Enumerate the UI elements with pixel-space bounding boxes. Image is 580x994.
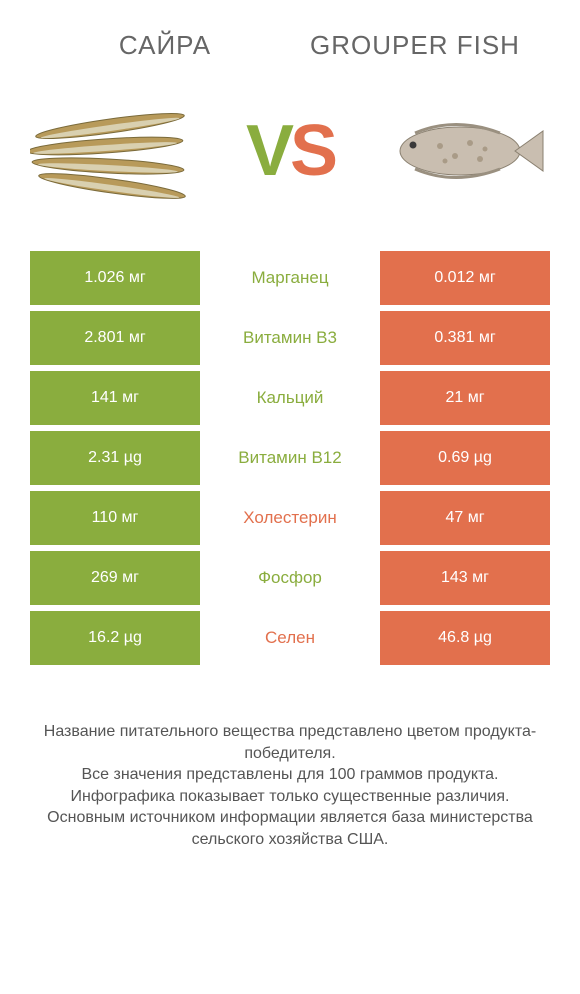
nutrient-label: Марганец bbox=[200, 251, 380, 305]
nutrient-label: Кальций bbox=[200, 371, 380, 425]
grouper-icon bbox=[380, 91, 550, 211]
images-row: VS bbox=[0, 71, 580, 251]
nutrient-label: Витамин В12 bbox=[200, 431, 380, 485]
nutrient-label: Селен bbox=[200, 611, 380, 665]
left-value: 269 мг bbox=[30, 551, 200, 605]
right-value: 46.8 µg bbox=[380, 611, 550, 665]
nutrient-label: Холестерин bbox=[200, 491, 380, 545]
left-product-title: Сайра bbox=[40, 30, 290, 61]
footer-line: Основным источником информации является … bbox=[30, 807, 550, 850]
left-value: 16.2 µg bbox=[30, 611, 200, 665]
nutrient-label: Витамин В3 bbox=[200, 311, 380, 365]
table-row: 16.2 µgСелен46.8 µg bbox=[30, 611, 550, 665]
left-value: 110 мг bbox=[30, 491, 200, 545]
table-row: 2.801 мгВитамин В30.381 мг bbox=[30, 311, 550, 365]
table-row: 141 мгКальций21 мг bbox=[30, 371, 550, 425]
right-value: 0.381 мг bbox=[380, 311, 550, 365]
vs-s: S bbox=[290, 111, 334, 191]
right-value: 0.012 мг bbox=[380, 251, 550, 305]
right-value: 0.69 µg bbox=[380, 431, 550, 485]
vs-label: VS bbox=[246, 110, 334, 192]
right-product-title: Grouper Fish bbox=[290, 30, 540, 61]
table-row: 269 мгФосфор143 мг bbox=[30, 551, 550, 605]
saury-icon bbox=[30, 91, 200, 211]
table-row: 1.026 мгМарганец0.012 мг bbox=[30, 251, 550, 305]
left-value: 2.31 µg bbox=[30, 431, 200, 485]
nutrient-label: Фосфор bbox=[200, 551, 380, 605]
comparison-table: 1.026 мгМарганец0.012 мг2.801 мгВитамин … bbox=[0, 251, 580, 665]
vs-v: V bbox=[246, 111, 290, 191]
footer-line: Все значения представлены для 100 граммо… bbox=[30, 764, 550, 786]
right-value: 47 мг bbox=[380, 491, 550, 545]
footer-line: Инфографика показывает только существенн… bbox=[30, 786, 550, 808]
footer-notes: Название питательного вещества представл… bbox=[0, 671, 580, 871]
header: Сайра Grouper Fish bbox=[0, 0, 580, 71]
table-row: 2.31 µgВитамин В120.69 µg bbox=[30, 431, 550, 485]
footer-line: Название питательного вещества представл… bbox=[30, 721, 550, 764]
left-value: 2.801 мг bbox=[30, 311, 200, 365]
right-value: 21 мг bbox=[380, 371, 550, 425]
left-value: 1.026 мг bbox=[30, 251, 200, 305]
left-value: 141 мг bbox=[30, 371, 200, 425]
table-row: 110 мгХолестерин47 мг bbox=[30, 491, 550, 545]
right-value: 143 мг bbox=[380, 551, 550, 605]
